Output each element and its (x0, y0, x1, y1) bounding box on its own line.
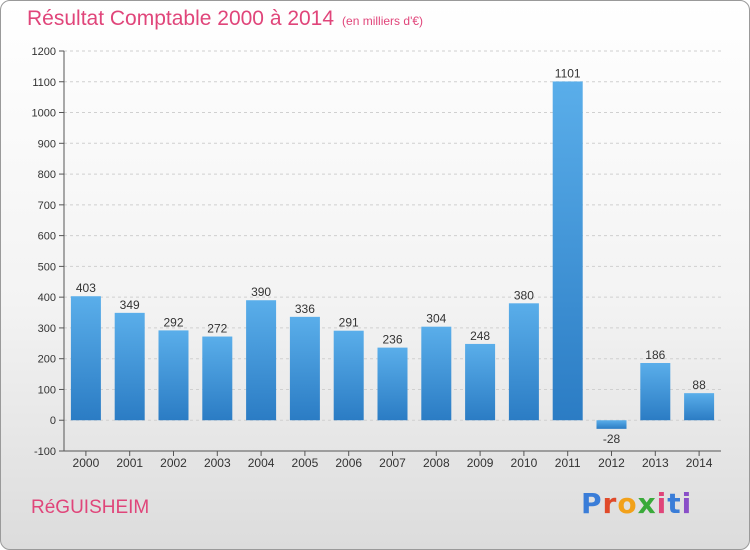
bar-value-label: 349 (120, 298, 140, 312)
y-tick-label: 0 (50, 415, 56, 427)
bar (158, 330, 189, 421)
bar-value-label: 304 (426, 312, 446, 326)
bar-value-label: -28 (603, 432, 621, 446)
y-tick-label: 300 (38, 323, 56, 335)
bar (289, 316, 320, 421)
x-tick-label: 2012 (598, 456, 625, 470)
logo-letter: r (602, 487, 618, 520)
x-tick-label: 2002 (160, 456, 187, 470)
y-tick-label: 900 (38, 138, 56, 150)
bar (596, 420, 627, 429)
x-tick-label: 2005 (292, 456, 319, 470)
bar (508, 303, 539, 421)
y-tick-label: 200 (38, 354, 56, 366)
bar-value-label: 390 (251, 285, 271, 299)
bar (552, 81, 583, 421)
proxiti-logo: Proxiti (581, 487, 692, 520)
bar-value-label: 380 (514, 288, 534, 302)
x-tick-label: 2001 (116, 456, 143, 470)
logo-letter: P (581, 487, 603, 520)
logo-letter: i (656, 487, 668, 520)
bar (421, 326, 452, 421)
commune-name: RéGUISHEIM (31, 497, 150, 518)
y-tick-label: 1100 (32, 77, 56, 89)
x-tick-label: 2008 (423, 456, 450, 470)
y-tick-label: 600 (38, 231, 56, 243)
x-tick-label: 2011 (555, 456, 581, 470)
y-tick-label: 800 (38, 169, 56, 181)
bar-value-label: 186 (645, 348, 665, 362)
bar-value-label: 403 (76, 281, 96, 295)
bar (465, 343, 496, 421)
y-tick-label: 100 (38, 384, 56, 396)
x-tick-label: 2010 (511, 456, 538, 470)
bar-value-label: 1101 (555, 66, 581, 80)
x-tick-label: 2000 (73, 456, 100, 470)
bar (114, 312, 145, 421)
y-tick-label: 700 (38, 200, 56, 212)
bar-value-label: 88 (692, 378, 706, 392)
bar (684, 393, 715, 421)
x-tick-label: 2007 (379, 456, 406, 470)
logo-letter: t (667, 487, 682, 520)
bar (333, 330, 364, 421)
y-tick-label: 500 (38, 261, 56, 273)
bar (640, 363, 671, 421)
y-tick-label: 1200 (32, 46, 56, 58)
logo-letter: x (637, 487, 657, 520)
bar (202, 336, 233, 421)
bar-value-label: 291 (339, 316, 359, 330)
bar-value-label: 292 (163, 315, 183, 329)
chart-title: Résultat Comptable 2000 à 2014 (en millie… (27, 7, 423, 31)
x-tick-label: 2014 (686, 456, 713, 470)
bar-value-label: 336 (295, 302, 315, 316)
bar (246, 300, 277, 421)
bar-value-label: 248 (470, 329, 490, 343)
x-tick-label: 2013 (642, 456, 669, 470)
bar-value-label: 236 (382, 333, 402, 347)
x-tick-label: 2009 (467, 456, 494, 470)
chart-subtitle: (en milliers d'€) (342, 14, 424, 28)
logo-letter: o (617, 487, 638, 520)
chart-title-text: Résultat Comptable 2000 à 2014 (27, 7, 335, 30)
bar-value-label: 272 (207, 322, 227, 336)
x-tick-label: 2006 (335, 456, 362, 470)
bar (377, 347, 408, 421)
y-tick-label: 400 (38, 292, 56, 304)
bar (70, 296, 101, 421)
x-tick-label: 2003 (204, 456, 231, 470)
y-tick-label: -100 (34, 446, 56, 458)
y-tick-label: 1000 (32, 108, 56, 120)
x-tick-label: 2004 (248, 456, 275, 470)
logo-letter: i (681, 487, 693, 520)
